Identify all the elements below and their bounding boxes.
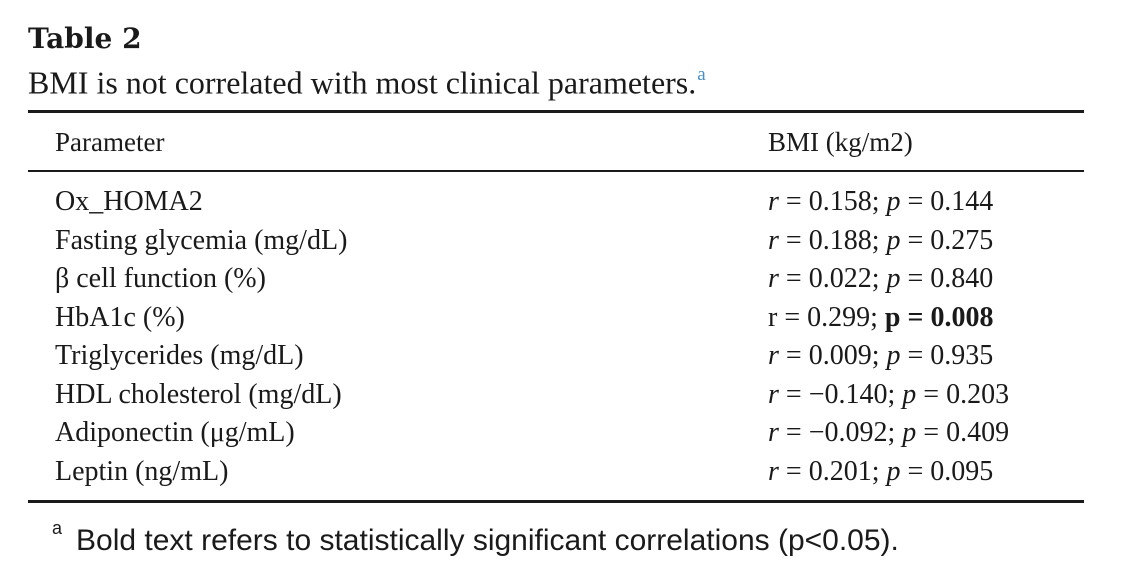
bmi-correlation-cell: r = 0.188; p = 0.275 (768, 224, 994, 256)
r-value: −0.092 (808, 417, 888, 448)
p-value: 0.095 (930, 455, 994, 487)
p-value-group: p = 0.275 (886, 224, 994, 256)
r-label: r (768, 340, 779, 371)
parameter-cell: HbA1c (%) (55, 301, 185, 333)
r-value: 0.299 (807, 301, 871, 333)
bmi-correlation-cell: r = −0.140; p = 0.203 (768, 378, 1010, 410)
r-value: 0.158 (808, 186, 872, 217)
parameter-cell: Triglycerides (mg/dL) (55, 340, 304, 371)
parameter-cell: Fasting glycemia (mg/dL) (55, 224, 348, 256)
r-label: r (768, 301, 778, 333)
table-row: β cell function (%) r = 0.022; p = 0.840 (0, 263, 1137, 301)
footnote-text: Bold text refers to statistically signif… (76, 524, 899, 558)
r-label: r (768, 224, 779, 256)
table-row: Fasting glycemia (mg/dL) r = 0.188; p = 0… (0, 225, 1137, 263)
parameter-cell: Leptin (ng/mL) (55, 455, 229, 487)
r-label: r (768, 455, 779, 487)
p-value: 0.203 (946, 378, 1010, 410)
table-caption: BMI is not correlated with most clinical… (28, 64, 706, 101)
table-row: Triglycerides (mg/dL) r = 0.009; p = 0.93… (0, 340, 1137, 378)
r-value: 0.201 (808, 455, 872, 487)
r-label: r (768, 186, 779, 217)
p-value-group: p = 0.008 (884, 301, 994, 333)
parameter-cell: β cell function (%) (55, 263, 266, 294)
bmi-correlation-cell: r = 0.201; p = 0.095 (768, 455, 994, 487)
bmi-correlation-cell: r = 0.158; p = 0.144 (768, 186, 994, 217)
table-header-rule (28, 170, 1084, 172)
table-top-rule (28, 110, 1084, 113)
column-header-parameter: Parameter (55, 127, 165, 157)
r-label: r (768, 417, 779, 448)
bmi-correlation-cell: r = −0.092; p = 0.409 (768, 417, 1010, 448)
p-label: p (886, 340, 901, 371)
r-label: r (768, 263, 779, 294)
table-row: Ox_HOMA2 r = 0.158; p = 0.144 (0, 186, 1137, 224)
p-value-group: p = 0.144 (886, 186, 994, 217)
table-row: Leptin (ng/mL) r = 0.201; p = 0.095 (0, 456, 1137, 494)
bmi-correlation-cell: r = 0.022; p = 0.840 (768, 263, 994, 294)
table-footnote: a Bold text refers to statistically signi… (52, 518, 899, 558)
p-value: 0.275 (930, 224, 994, 256)
r-value: 0.188 (808, 224, 872, 256)
r-value: −0.140 (808, 378, 888, 410)
p-value-group: p = 0.840 (886, 263, 994, 294)
table-label: Table 2 (28, 22, 142, 55)
caption-text: BMI is not correlated with most clinical… (28, 64, 697, 101)
p-label: p (902, 378, 917, 410)
p-value: 0.144 (930, 186, 994, 217)
p-value-group: p = 0.409 (902, 417, 1010, 448)
footnote-marker: a (52, 518, 63, 538)
p-label: p (886, 186, 901, 217)
p-value: 0.840 (930, 263, 994, 294)
r-label: r (768, 378, 779, 410)
bmi-correlation-cell: r = 0.009; p = 0.935 (768, 340, 994, 371)
r-value: 0.022 (808, 263, 872, 294)
table-row: HbA1c (%) r = 0.299; p = 0.008 (0, 302, 1137, 340)
p-value-group: p = 0.203 (902, 378, 1010, 410)
p-label: p (886, 455, 901, 487)
bmi-correlation-cell: r = 0.299; p = 0.008 (768, 301, 994, 333)
table-row: HDL cholesterol (mg/dL) r = −0.140; p = 0… (0, 379, 1137, 417)
table-bottom-rule (28, 500, 1084, 503)
column-header-bmi: BMI (kg/m2) (768, 127, 913, 157)
parameter-cell: Adiponectin (μg/mL) (55, 417, 295, 448)
p-value: 0.409 (946, 417, 1010, 448)
p-value: 0.935 (930, 340, 994, 371)
p-value-group: p = 0.095 (886, 455, 994, 487)
p-value-group: p = 0.935 (886, 340, 994, 371)
parameter-cell: HDL cholesterol (mg/dL) (55, 378, 342, 410)
footnote-link[interactable]: a (697, 64, 706, 85)
p-label: p (902, 417, 917, 448)
table-row: Adiponectin (μg/mL) r = −0.092; p = 0.409 (0, 417, 1137, 455)
p-label: p (886, 224, 901, 256)
p-label: p (884, 301, 901, 333)
p-label: p (886, 263, 901, 294)
r-value: 0.009 (808, 340, 872, 371)
parameter-cell: Ox_HOMA2 (55, 186, 203, 217)
p-value: 0.008 (930, 301, 994, 333)
